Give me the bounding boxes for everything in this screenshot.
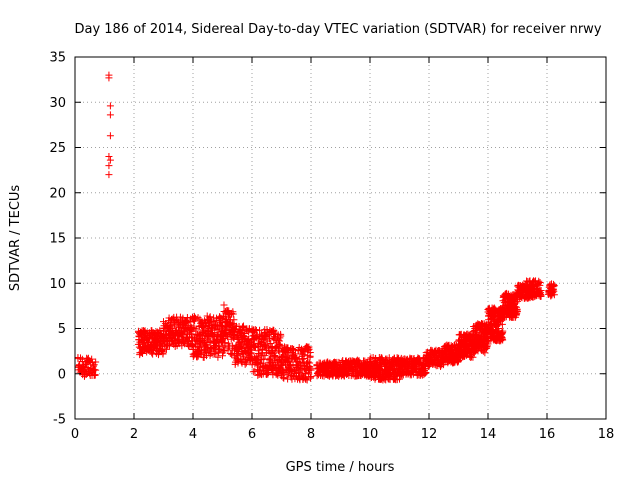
data-point-plus xyxy=(271,352,279,360)
data-point-plus xyxy=(306,348,314,356)
y-tick-label: 20 xyxy=(49,186,66,201)
data-point-plus xyxy=(106,156,114,164)
data-point-plus xyxy=(221,339,229,347)
y-tick-label: 15 xyxy=(49,232,66,247)
y-tick-label: 35 xyxy=(49,51,66,66)
data-point-plus xyxy=(149,350,157,358)
x-tick-label: 2 xyxy=(130,427,138,442)
data-point-plus xyxy=(106,102,114,110)
data-point-plus xyxy=(250,342,258,350)
data-point-plus xyxy=(88,355,96,363)
data-point-plus xyxy=(300,355,308,363)
data-point-plus xyxy=(305,345,313,353)
data-point-plus xyxy=(259,336,267,344)
data-point-plus xyxy=(276,341,284,349)
data-point-plus xyxy=(307,372,315,380)
y-tick-label: 25 xyxy=(49,141,66,156)
data-point-plus xyxy=(220,347,228,355)
data-point-plus xyxy=(280,374,288,382)
data-point-plus xyxy=(156,326,164,334)
data-point-plus xyxy=(422,369,430,377)
y-tick-label: 30 xyxy=(49,96,66,111)
data-point-plus xyxy=(256,326,264,334)
x-tick-label: 12 xyxy=(421,427,438,442)
data-point-plus xyxy=(209,350,217,358)
x-tick-label: 0 xyxy=(71,427,79,442)
x-tick-label: 8 xyxy=(307,427,315,442)
x-tick-label: 4 xyxy=(189,427,197,442)
data-point-plus xyxy=(277,332,285,340)
data-point-plus xyxy=(105,153,113,161)
data-points xyxy=(74,71,558,384)
data-point-plus xyxy=(238,329,246,337)
y-tick-label: -5 xyxy=(53,413,66,428)
data-point-plus xyxy=(106,111,114,119)
y-tick-label: 0 xyxy=(58,367,66,382)
data-point-plus xyxy=(229,310,237,318)
y-tick-label: 10 xyxy=(49,277,66,292)
data-point-plus xyxy=(306,363,314,371)
data-point-plus xyxy=(287,358,295,366)
x-tick-label: 14 xyxy=(480,427,497,442)
data-point-plus xyxy=(292,353,300,361)
x-tick-label: 18 xyxy=(598,427,615,442)
y-axis-label: SDTVAR / TECUs xyxy=(8,185,23,292)
data-point-plus xyxy=(92,358,100,366)
x-tick-label: 6 xyxy=(248,427,256,442)
data-point-plus xyxy=(106,132,114,140)
data-point-plus xyxy=(302,375,310,383)
data-point-plus xyxy=(164,341,172,349)
data-point-plus xyxy=(260,355,268,363)
chart-title: Day 186 of 2014, Sidereal Day-to-day VTE… xyxy=(74,22,601,37)
data-point-plus xyxy=(249,368,257,376)
data-point-plus xyxy=(105,171,113,179)
data-point-plus xyxy=(219,343,227,351)
data-point-plus xyxy=(265,335,273,343)
data-point-plus xyxy=(261,342,269,350)
data-point-plus xyxy=(242,359,250,367)
data-point-plus xyxy=(105,162,113,170)
x-axis-label: GPS time / hours xyxy=(286,460,395,475)
y-tick-label: 5 xyxy=(58,322,66,337)
x-tick-label: 16 xyxy=(539,427,556,442)
x-tick-label: 10 xyxy=(362,427,379,442)
